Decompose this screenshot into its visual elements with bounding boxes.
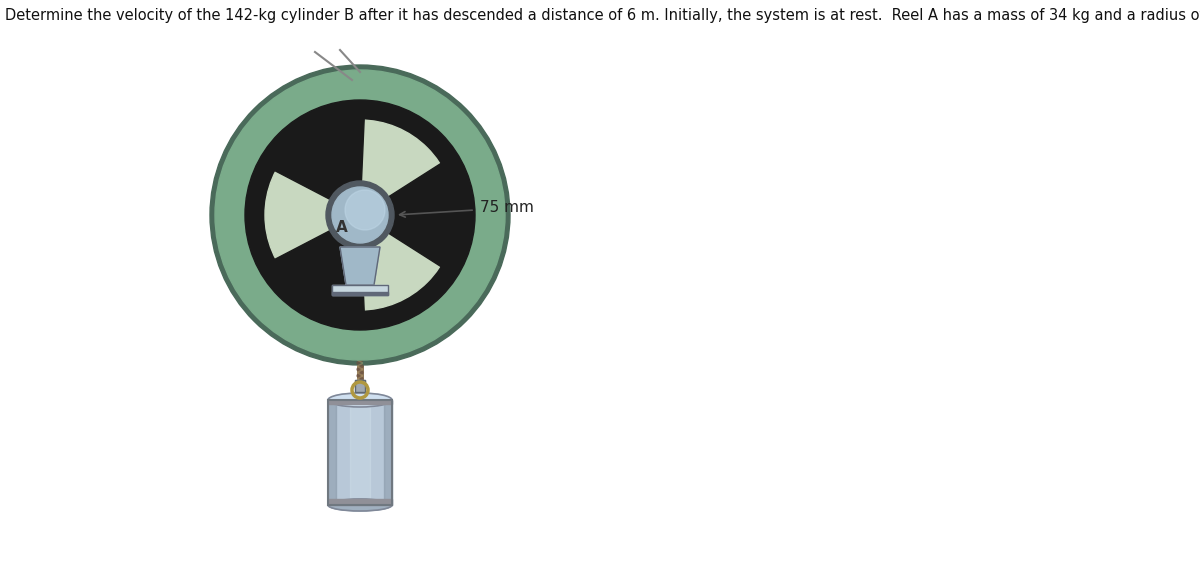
Text: Determine the velocity of the 142-kg cylinder B after it has descended a distanc: Determine the velocity of the 142-kg cyl… — [5, 8, 1200, 23]
Bar — [355, 380, 365, 392]
Bar — [328, 400, 392, 505]
Bar — [328, 499, 392, 505]
Wedge shape — [259, 102, 365, 200]
Bar — [332, 285, 388, 295]
Circle shape — [326, 181, 394, 249]
Wedge shape — [388, 154, 473, 276]
Circle shape — [245, 100, 475, 330]
Bar — [384, 400, 392, 505]
Bar — [332, 292, 388, 295]
Polygon shape — [340, 247, 380, 285]
Circle shape — [215, 70, 505, 360]
Text: A: A — [336, 219, 348, 234]
Circle shape — [346, 190, 385, 230]
Bar — [328, 400, 336, 505]
Ellipse shape — [328, 499, 392, 511]
Circle shape — [332, 187, 388, 243]
Bar — [332, 285, 388, 295]
Ellipse shape — [328, 393, 392, 407]
Bar — [328, 400, 392, 404]
Bar — [350, 400, 370, 505]
Text: 75 mm: 75 mm — [480, 201, 534, 215]
Bar — [328, 400, 392, 505]
Wedge shape — [259, 231, 365, 328]
Circle shape — [265, 120, 455, 310]
Circle shape — [210, 65, 510, 365]
Bar — [355, 380, 365, 392]
